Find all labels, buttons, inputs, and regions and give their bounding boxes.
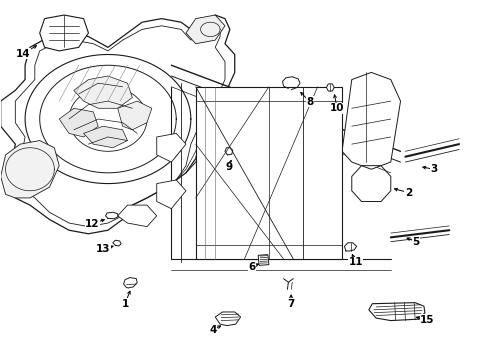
Polygon shape xyxy=(185,15,224,44)
Text: 15: 15 xyxy=(419,315,434,325)
Polygon shape xyxy=(341,72,400,169)
Text: 11: 11 xyxy=(348,257,362,267)
Text: 10: 10 xyxy=(329,103,344,113)
Text: 14: 14 xyxy=(16,49,30,59)
Polygon shape xyxy=(59,108,98,137)
Polygon shape xyxy=(118,101,152,130)
Polygon shape xyxy=(368,303,424,320)
Text: 13: 13 xyxy=(96,244,110,254)
Polygon shape xyxy=(157,180,185,209)
Polygon shape xyxy=(195,87,341,259)
Polygon shape xyxy=(40,15,88,51)
Text: 4: 4 xyxy=(209,325,216,335)
Polygon shape xyxy=(258,255,268,265)
Text: 12: 12 xyxy=(85,219,100,229)
Polygon shape xyxy=(123,278,137,288)
Polygon shape xyxy=(83,126,127,148)
Text: 3: 3 xyxy=(429,164,436,174)
Text: 8: 8 xyxy=(305,97,313,107)
Text: 5: 5 xyxy=(412,237,419,247)
Polygon shape xyxy=(0,15,234,234)
Polygon shape xyxy=(215,312,240,325)
Polygon shape xyxy=(157,134,185,162)
Text: 9: 9 xyxy=(225,162,232,172)
Text: 1: 1 xyxy=(121,299,128,309)
Text: 6: 6 xyxy=(248,262,255,272)
Polygon shape xyxy=(326,84,333,91)
Text: 2: 2 xyxy=(404,188,411,198)
Polygon shape xyxy=(74,76,132,108)
Polygon shape xyxy=(118,205,157,226)
Text: 7: 7 xyxy=(286,299,294,309)
Polygon shape xyxy=(0,140,59,198)
